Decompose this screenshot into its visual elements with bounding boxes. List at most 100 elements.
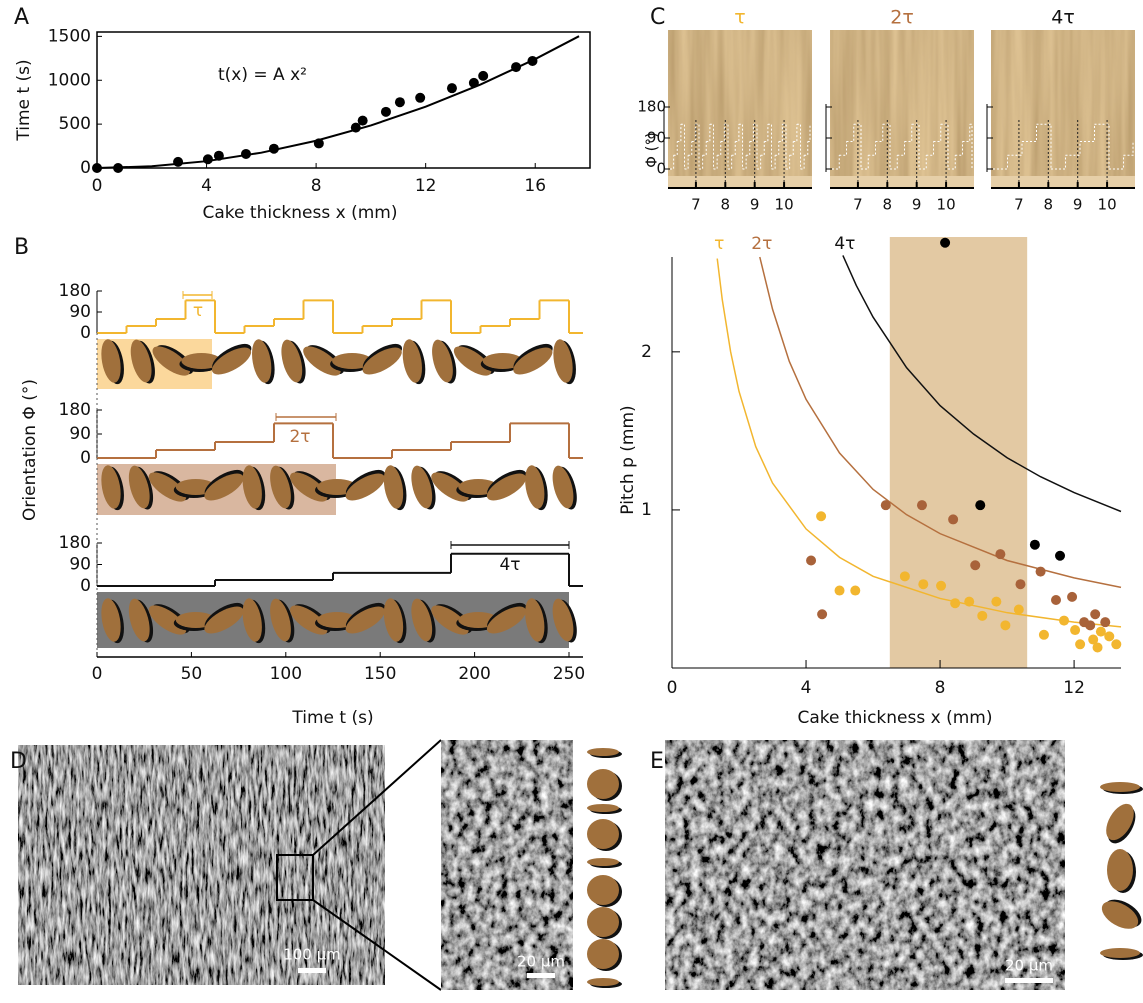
disk: [587, 769, 622, 801]
y-tick-label: 0: [80, 448, 91, 468]
x-tick-label: 12: [1063, 678, 1085, 698]
data-point: [1090, 609, 1100, 619]
x-tick-label: 7: [1014, 196, 1024, 214]
y-tick-label: 90: [69, 555, 91, 575]
data-point: [1096, 627, 1106, 637]
y-tick-label: 500: [59, 114, 91, 134]
data-point: [817, 609, 827, 619]
disk-face: [587, 819, 619, 849]
x-tick-label: 16: [524, 176, 546, 196]
disk-face: [1107, 849, 1133, 891]
y-tick-label: 90: [69, 424, 91, 444]
scale-label: 20 µm: [517, 953, 565, 971]
data-point: [917, 500, 927, 510]
panel-letter: D: [10, 749, 27, 774]
disk: [587, 858, 622, 868]
data-point: [1055, 551, 1065, 561]
data-point: [203, 154, 213, 164]
data-point: [950, 598, 960, 608]
annotation: 4τ: [499, 555, 520, 575]
data-point: [995, 549, 1005, 559]
data-point: [881, 500, 891, 510]
x-tick-label: 10: [937, 196, 956, 214]
data-point: [1104, 631, 1114, 641]
disk-face: [587, 804, 619, 812]
x-tick-label: 250: [553, 664, 585, 684]
disk: [549, 463, 581, 513]
data-point: [358, 116, 368, 126]
disk: [381, 463, 410, 512]
annotation: τ: [193, 301, 203, 321]
disk: [1097, 893, 1143, 936]
data-point: [1070, 625, 1080, 635]
disk: [407, 463, 439, 513]
x-tick-label: 9: [1073, 196, 1083, 214]
x-tick-label: 0: [92, 664, 103, 684]
panel-letter: B: [14, 235, 29, 260]
image-label: 4τ: [1051, 7, 1075, 29]
y-tick-label: 1: [641, 500, 652, 520]
panel-letter: A: [14, 5, 29, 30]
disk-face: [587, 769, 619, 799]
data-point: [816, 511, 826, 521]
photo: [668, 30, 812, 188]
data-point: [1015, 579, 1025, 589]
data-point: [381, 107, 391, 117]
data-point: [1014, 605, 1024, 615]
data-point: [1000, 620, 1010, 630]
x-axis-label: Time t (s): [291, 708, 373, 728]
annotation: 2τ: [289, 427, 310, 447]
x-tick-label: 0: [92, 176, 103, 196]
x-tick-label: 4: [201, 176, 212, 196]
disk: [587, 939, 622, 971]
curve-label: τ: [714, 234, 724, 254]
y-tick-label: 1000: [48, 70, 91, 90]
disk: [587, 907, 622, 939]
disk-face: [587, 858, 619, 866]
data-point: [975, 500, 985, 510]
disk-face: [1100, 948, 1140, 958]
data-point: [1051, 595, 1061, 605]
data-point: [1039, 630, 1049, 640]
x-tick-label: 10: [775, 196, 794, 214]
photo-strip: [668, 176, 812, 188]
x-tick-label: 8: [883, 196, 893, 214]
data-point: [940, 238, 950, 248]
disk: [587, 748, 622, 758]
data-point: [991, 597, 1001, 607]
plot-frame: [97, 32, 590, 168]
x-tick-label: 7: [691, 196, 701, 214]
disk: [587, 819, 622, 851]
data-point: [850, 586, 860, 596]
scale-label: 100 µm: [283, 946, 341, 964]
disk: [1107, 849, 1136, 893]
y-tick-label: 180: [637, 98, 666, 116]
disk-face: [587, 875, 619, 905]
x-tick-label: 0: [667, 678, 678, 698]
y-tick-label: 180: [59, 281, 91, 301]
disk-face: [587, 748, 619, 756]
disk: [587, 875, 622, 907]
data-point: [918, 579, 928, 589]
data-point: [1085, 620, 1095, 630]
disk: [550, 337, 579, 386]
disk: [249, 337, 278, 386]
curve-label: 4τ: [834, 234, 855, 254]
data-point: [977, 611, 987, 621]
x-axis-label: Cake thickness x (mm): [203, 203, 398, 223]
data-point: [936, 581, 946, 591]
data-point: [447, 83, 457, 93]
disk-face: [1100, 782, 1140, 792]
disk: [522, 463, 551, 512]
disk: [428, 337, 460, 387]
fit-curve: [97, 36, 579, 168]
annotation: t(x) = A x²: [218, 65, 307, 85]
y-tick-label: 180: [59, 400, 91, 420]
disk: [277, 337, 309, 387]
data-point: [1036, 567, 1046, 577]
data-point: [1075, 639, 1085, 649]
figure: 100 µm 20 µm 20 µm ABCDE0481216050010001…: [0, 0, 1143, 1003]
disk: [1100, 948, 1143, 960]
y-axis-label: Time t (s): [14, 59, 34, 141]
disk: [587, 978, 622, 988]
